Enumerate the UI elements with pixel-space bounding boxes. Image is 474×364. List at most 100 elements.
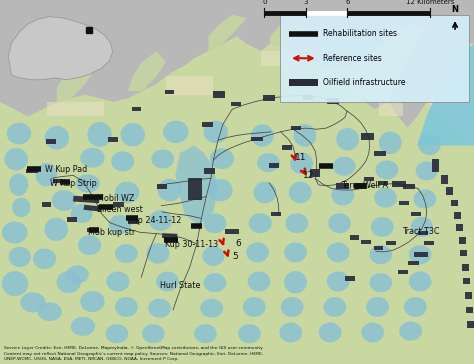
Text: 6: 6 xyxy=(345,0,350,5)
Polygon shape xyxy=(71,204,92,223)
Polygon shape xyxy=(327,272,350,292)
Bar xyxy=(322,66,351,80)
Polygon shape xyxy=(87,122,112,147)
Polygon shape xyxy=(409,245,432,264)
Polygon shape xyxy=(52,190,76,211)
Bar xyxy=(414,252,428,257)
Polygon shape xyxy=(289,182,312,203)
Polygon shape xyxy=(366,297,389,317)
Bar xyxy=(374,151,386,156)
Bar xyxy=(113,202,124,207)
Text: 3: 3 xyxy=(304,0,308,5)
Bar xyxy=(392,181,406,187)
Polygon shape xyxy=(209,15,246,51)
Polygon shape xyxy=(374,188,397,208)
Bar xyxy=(454,212,461,219)
Text: 12 Kilometers: 12 Kilometers xyxy=(406,0,455,5)
Polygon shape xyxy=(7,123,31,145)
Polygon shape xyxy=(37,302,62,321)
Polygon shape xyxy=(413,189,437,209)
Bar xyxy=(162,233,177,238)
Polygon shape xyxy=(333,157,356,176)
Bar xyxy=(128,220,139,224)
Bar xyxy=(441,175,448,183)
Bar xyxy=(289,79,318,86)
Polygon shape xyxy=(194,324,217,343)
Text: Reference sites: Reference sites xyxy=(323,54,382,63)
Bar xyxy=(269,163,279,168)
Bar xyxy=(73,196,100,203)
Text: Tract T3C: Tract T3C xyxy=(402,227,439,236)
Polygon shape xyxy=(279,323,302,343)
Polygon shape xyxy=(56,271,81,293)
Polygon shape xyxy=(0,36,474,364)
Bar xyxy=(465,292,472,299)
Polygon shape xyxy=(246,242,269,262)
Bar xyxy=(465,307,473,313)
Text: Service Layer Credits: Esri, HERE, DeLorme, Mapmylndia, © OpenStreetMap contribu: Service Layer Credits: Esri, HERE, DeLor… xyxy=(4,346,263,361)
Bar xyxy=(361,240,371,244)
Polygon shape xyxy=(115,244,138,263)
Polygon shape xyxy=(175,146,218,226)
Polygon shape xyxy=(331,185,355,206)
Bar xyxy=(303,95,313,100)
Bar xyxy=(291,126,301,130)
Polygon shape xyxy=(75,174,100,193)
Bar xyxy=(166,76,213,95)
Text: Mobil WZ: Mobil WZ xyxy=(97,194,135,203)
Bar xyxy=(432,159,439,172)
Polygon shape xyxy=(328,213,351,233)
Bar xyxy=(336,183,349,189)
Polygon shape xyxy=(201,298,223,318)
Bar xyxy=(87,228,98,232)
Bar xyxy=(418,231,428,235)
Polygon shape xyxy=(5,148,28,170)
Polygon shape xyxy=(106,324,128,343)
Polygon shape xyxy=(128,51,166,91)
Bar xyxy=(345,276,355,281)
Polygon shape xyxy=(257,153,280,172)
Polygon shape xyxy=(427,44,474,146)
Text: Oilfield infrastructure: Oilfield infrastructure xyxy=(323,78,406,87)
Polygon shape xyxy=(9,173,28,196)
Polygon shape xyxy=(148,298,171,318)
Polygon shape xyxy=(80,148,105,168)
Bar xyxy=(203,168,215,174)
Bar xyxy=(251,137,263,141)
Text: Kup 30-11-13: Kup 30-11-13 xyxy=(165,240,218,249)
Text: W Kup Pad: W Kup Pad xyxy=(45,165,87,174)
Polygon shape xyxy=(249,213,272,233)
Bar xyxy=(464,278,470,284)
Bar xyxy=(47,102,104,116)
Bar xyxy=(27,169,38,173)
Bar xyxy=(456,224,464,231)
Text: 6: 6 xyxy=(235,240,241,248)
Polygon shape xyxy=(203,213,227,233)
Bar xyxy=(327,98,338,104)
Polygon shape xyxy=(371,217,394,237)
Bar xyxy=(386,241,396,245)
Bar xyxy=(108,136,118,142)
Text: N: N xyxy=(452,5,458,14)
Bar xyxy=(280,15,469,102)
Polygon shape xyxy=(71,317,95,336)
Polygon shape xyxy=(399,321,422,341)
Bar xyxy=(231,102,241,106)
Polygon shape xyxy=(2,271,28,296)
Polygon shape xyxy=(293,124,317,147)
Polygon shape xyxy=(2,222,27,244)
Bar xyxy=(374,246,383,250)
Polygon shape xyxy=(327,242,350,262)
Bar xyxy=(424,241,434,245)
Text: Kup 24-11-12: Kup 24-11-12 xyxy=(128,216,182,225)
Polygon shape xyxy=(416,161,438,181)
Text: Term Well A: Term Well A xyxy=(341,181,388,190)
Polygon shape xyxy=(290,153,313,174)
Polygon shape xyxy=(284,242,307,262)
Bar xyxy=(446,187,453,195)
Bar xyxy=(46,139,56,144)
Bar xyxy=(411,212,421,216)
Bar xyxy=(264,95,275,101)
Text: Mob kup str: Mob kup str xyxy=(88,229,135,237)
Polygon shape xyxy=(78,235,101,255)
